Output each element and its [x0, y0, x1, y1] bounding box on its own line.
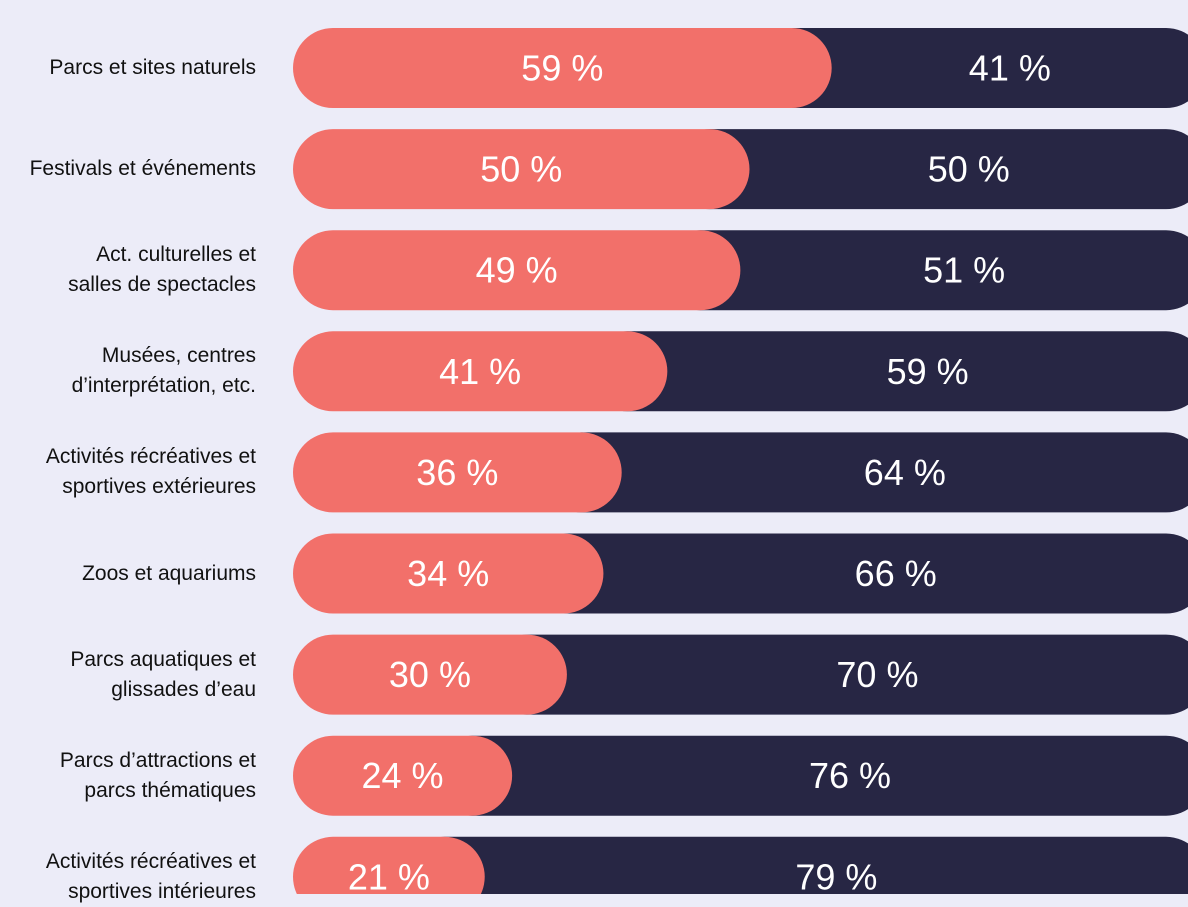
value-label: 24 %: [362, 755, 444, 796]
value-label: 21 %: [348, 856, 430, 894]
value-label: 41 %: [969, 48, 1051, 89]
value-label: 59 %: [887, 351, 969, 392]
value-label: 41 %: [439, 351, 521, 392]
value-label: 70 %: [836, 654, 918, 695]
value-label: 36 %: [416, 452, 498, 493]
value-label: 50 %: [480, 149, 562, 190]
value-label: 34 %: [407, 553, 489, 594]
value-label: 64 %: [864, 452, 946, 493]
value-label: 50 %: [928, 149, 1010, 190]
value-label: 51 %: [923, 250, 1005, 291]
value-label: 49 %: [476, 250, 558, 291]
value-label: 79 %: [795, 856, 877, 894]
value-label: 59 %: [521, 48, 603, 89]
value-label: 30 %: [389, 654, 471, 695]
value-label: 76 %: [809, 755, 891, 796]
value-label: 66 %: [855, 553, 937, 594]
